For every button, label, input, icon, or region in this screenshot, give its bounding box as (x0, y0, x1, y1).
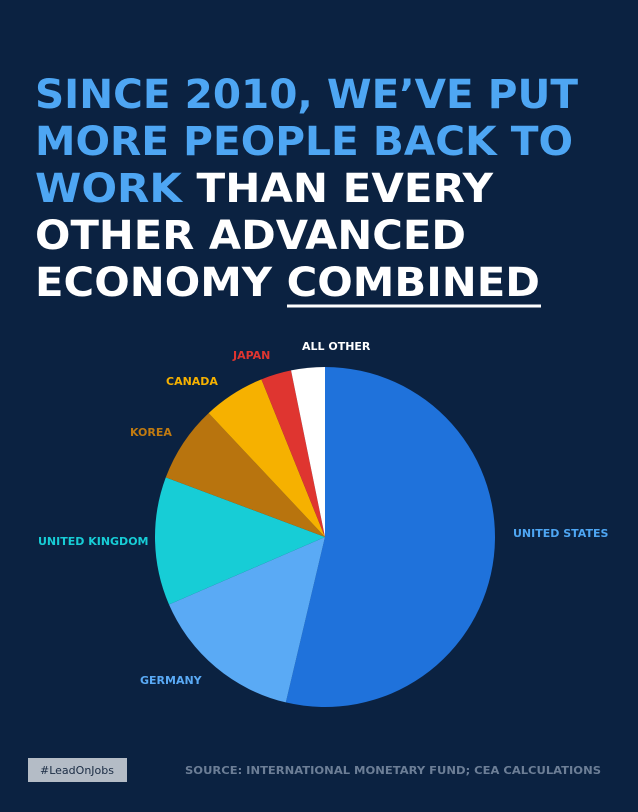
slice-label: ALL OTHER (302, 340, 371, 353)
slice-label: UNITED STATES (513, 527, 608, 540)
slice-label: JAPAN (232, 349, 270, 362)
title-segment: WORK (35, 166, 184, 212)
title-line: ECONOMY COMBINED (35, 260, 540, 306)
title-segment: ECONOMY (35, 260, 287, 306)
pie-slice (291, 367, 325, 537)
slice-label: CANADA (166, 375, 218, 388)
pie-slice (155, 477, 325, 605)
pie-slice (208, 379, 325, 537)
slice-label: UNITED KINGDOM (38, 535, 149, 548)
pie-slice (168, 537, 325, 703)
pie-slice (261, 370, 325, 537)
pie-slice (285, 367, 495, 707)
hashtag-box (28, 758, 127, 782)
slice-label: KOREA (130, 426, 172, 439)
hashtag: #LeadOnJobs (40, 764, 114, 777)
title-line: WORK THAN EVERY (35, 166, 494, 212)
title-line: OTHER ADVANCED (35, 213, 466, 259)
source: SOURCE: INTERNATIONAL MONETARY FUND; CEA… (185, 764, 601, 777)
title-line: MORE PEOPLE BACK TO (35, 119, 573, 165)
title-segment: COMBINED (287, 260, 540, 306)
title-line: SINCE 2010, WE’VE PUT (35, 72, 579, 118)
title-segment: THAN EVERY (182, 166, 494, 212)
pie-slice (165, 413, 325, 537)
pie: UNITED STATES GERMANY UNITED KINGDOM KOREA C… (38, 340, 608, 707)
slice-label: GERMANY (140, 674, 203, 687)
